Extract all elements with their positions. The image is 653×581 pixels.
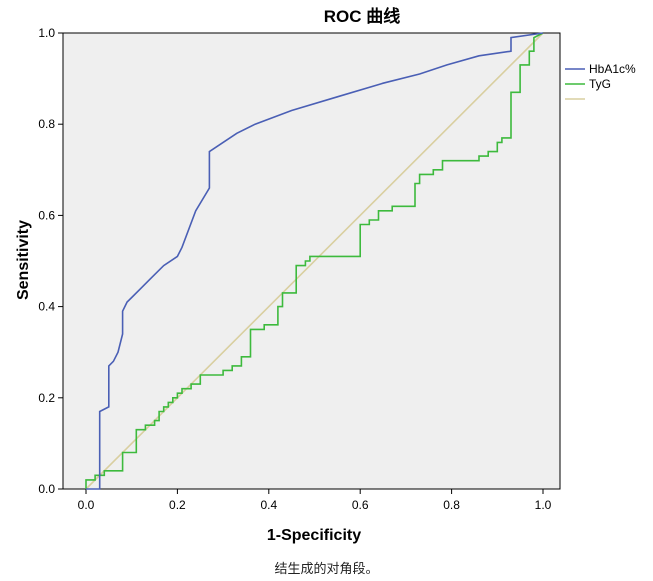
y-tick-label: 0.2 xyxy=(38,391,55,405)
caption: 结生成的对角段。 xyxy=(274,562,379,577)
y-tick-label: 0.6 xyxy=(38,208,55,222)
x-axis-title: 1-Specificity xyxy=(267,527,361,544)
series-line-hba1c xyxy=(86,32,544,490)
series-line-reference xyxy=(85,32,544,490)
y-tick-label: 0.0 xyxy=(38,482,55,496)
plot-area xyxy=(62,32,561,490)
y-tick-label: 0.8 xyxy=(38,117,55,131)
x-tick-label: 0.2 xyxy=(169,498,186,512)
y-axis-title: Sensitivity xyxy=(15,220,32,300)
legend-label-tyg: TyG xyxy=(589,77,611,91)
x-tick-label: 0.4 xyxy=(260,498,277,512)
x-tick-label: 0.8 xyxy=(443,498,460,512)
roc-chart: ROC 曲线 0.0 0.2 0.4 0.6 0.8 1.0 0.0 0.2 0.4 0.6 0.8… xyxy=(15,6,636,544)
series-group xyxy=(85,32,544,490)
axes: 0.0 0.2 0.4 0.6 0.8 1.0 0.0 0.2 0.4 0.6 0.8 1.0 xyxy=(38,26,551,512)
x-tick-label: 1.0 xyxy=(535,498,552,512)
y-tick-label: 1.0 xyxy=(38,26,55,40)
x-tick-label: 0.6 xyxy=(352,498,369,512)
x-tick-label: 0.0 xyxy=(78,498,95,512)
chart-title: ROC 曲线 xyxy=(324,6,401,26)
series-line-tyg xyxy=(85,32,544,489)
legend-label-hba1c: HbA1c% xyxy=(589,62,636,76)
y-tick-label: 0.4 xyxy=(38,300,55,314)
legend: HbA1c%TyG xyxy=(565,62,636,100)
